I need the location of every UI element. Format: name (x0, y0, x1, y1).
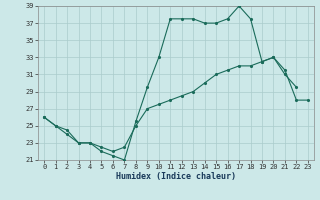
X-axis label: Humidex (Indice chaleur): Humidex (Indice chaleur) (116, 172, 236, 181)
